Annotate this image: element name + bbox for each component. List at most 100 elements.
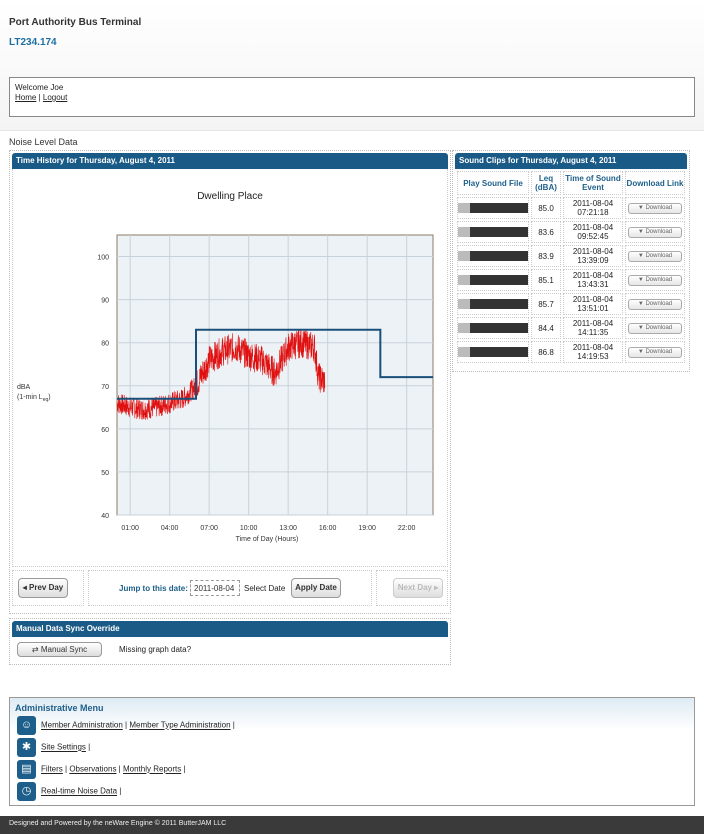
apply-date-button[interactable]: Apply Date: [291, 578, 341, 598]
download-button[interactable]: ▼ Download: [628, 203, 682, 214]
link-separator: |: [230, 720, 235, 730]
event-clock: 13:39:09: [577, 256, 609, 265]
y-tick-label: 70: [101, 384, 109, 391]
logout-link[interactable]: Logout: [42, 93, 68, 102]
event-time: 2011-08-04 13:51:01: [563, 293, 623, 315]
audio-player[interactable]: [458, 203, 528, 213]
event-date: 2011-08-04: [572, 247, 614, 256]
link-separator: |: [117, 786, 122, 796]
event-time: 2011-08-04 14:19:53: [563, 341, 623, 363]
time-history-panel: Time History for Thursday, August 4, 201…: [9, 150, 451, 614]
x-tick-label: 07:00: [200, 525, 218, 532]
prev-day-button[interactable]: ◂ Prev Day: [18, 578, 68, 598]
admin-link[interactable]: Site Settings: [41, 742, 86, 752]
link-separator: |: [36, 93, 43, 102]
admin-link[interactable]: Real-time Noise Data: [41, 786, 118, 796]
audio-player[interactable]: [458, 275, 528, 285]
download-cell: ▼ Download: [625, 221, 685, 243]
manual-sync-label: Manual Sync: [40, 645, 88, 654]
chart-area: Dwelling Place 40 50 60 70 80 90 100 01:00 04:00 0…: [12, 169, 448, 567]
audio-player[interactable]: [458, 251, 528, 261]
clip-row: 85.1 2011-08-04 13:43:31 ▼ Download: [457, 269, 685, 291]
download-button[interactable]: ▼ Download: [628, 299, 682, 310]
download-cell: ▼ Download: [625, 269, 685, 291]
event-clock: 14:11:35: [577, 328, 609, 337]
player-cell: [457, 197, 529, 219]
event-time: 2011-08-04 14:11:35: [563, 317, 623, 339]
admin-link[interactable]: Monthly Reports: [122, 764, 182, 774]
sync-icon: ⇄: [31, 645, 41, 654]
header-time: Time of Sound Event: [563, 171, 623, 195]
audio-player[interactable]: [458, 347, 528, 357]
clip-row: 85.0 2011-08-04 07:21:18 ▼ Download: [457, 197, 685, 219]
header-leq-text: Leq (dBA): [535, 174, 557, 192]
sync-note: Missing graph data?: [119, 645, 192, 654]
admin-link[interactable]: Member Type Administration: [129, 720, 231, 730]
audio-player[interactable]: [458, 299, 528, 309]
download-button[interactable]: ▼ Download: [628, 347, 682, 358]
download-label: Download: [645, 349, 673, 355]
clip-row: 85.7 2011-08-04 13:51:01 ▼ Download: [457, 293, 685, 315]
link-separator: |: [122, 720, 130, 730]
event-time: 2011-08-04 13:39:09: [563, 245, 623, 267]
event-date: 2011-08-04: [572, 319, 614, 328]
download-button[interactable]: ▼ Download: [628, 323, 682, 334]
realtime-icon: ◷: [17, 782, 36, 801]
leq-value: 85.1: [531, 269, 561, 291]
jump-cell: Jump to this date: Select Date Apply Dat…: [88, 570, 372, 606]
download-label: Download: [645, 205, 673, 211]
clip-row: 84.4 2011-08-04 14:11:35 ▼ Download: [457, 317, 685, 339]
audio-player[interactable]: [458, 323, 528, 333]
admin-link[interactable]: Member Administration: [41, 720, 123, 730]
leq-value: 85.7: [531, 293, 561, 315]
event-date: 2011-08-04: [572, 343, 614, 352]
event-clock: 13:51:01: [577, 304, 609, 313]
event-time: 2011-08-04 13:43:31: [563, 269, 623, 291]
link-separator: |: [116, 764, 123, 774]
sync-bar: Manual Data Sync Override: [12, 621, 448, 637]
header-time-text: Time of Sound Event: [565, 174, 621, 192]
admin-link[interactable]: Observations: [69, 764, 117, 774]
admin-link[interactable]: Filters: [41, 764, 63, 774]
x-tick-label: 22:00: [398, 525, 416, 532]
leq-value: 86.8: [531, 341, 561, 363]
event-date: 2011-08-04: [572, 295, 614, 304]
event-date: 2011-08-04: [572, 223, 614, 232]
settings-icon: ✱: [17, 738, 36, 757]
player-cell: [457, 221, 529, 243]
clip-row: 86.8 2011-08-04 14:19:53 ▼ Download: [457, 341, 685, 363]
download-button[interactable]: ▼ Download: [628, 227, 682, 238]
player-cell: [457, 341, 529, 363]
y-tick-label: 50: [101, 470, 109, 477]
next-day-button[interactable]: Next Day ▸: [393, 578, 443, 598]
admin-row: ◷ Real-time Noise Data |: [17, 782, 121, 801]
sound-clips-table: Play Sound File Leq (dBA) Time of Sound Ev…: [455, 169, 687, 365]
welcome-text: Welcome Joe: [15, 83, 64, 92]
jump-label: Jump to this date:: [119, 584, 188, 593]
download-label: Download: [645, 229, 673, 235]
home-link[interactable]: Home: [15, 93, 37, 102]
admin-row: ✱ Site Settings |: [17, 738, 90, 757]
audio-player[interactable]: [458, 227, 528, 237]
y-tick-label: 60: [101, 427, 109, 434]
admin-title: Administrative Menu: [15, 703, 104, 713]
admin-menu: Administrative Menu ☺ Member Administrati…: [9, 697, 695, 806]
select-date-link[interactable]: Select Date: [244, 584, 286, 593]
download-button[interactable]: ▼ Download: [628, 251, 682, 262]
clip-row: 83.9 2011-08-04 13:39:09 ▼ Download: [457, 245, 685, 267]
link-separator: |: [181, 764, 186, 774]
event-time: 2011-08-04 07:21:18: [563, 197, 623, 219]
download-button[interactable]: ▼ Download: [628, 275, 682, 286]
y-axis-sublabel: (1-min Leq): [17, 394, 51, 403]
download-label: Download: [645, 277, 673, 283]
date-input[interactable]: [190, 580, 240, 596]
leq-value: 85.0: [531, 197, 561, 219]
download-cell: ▼ Download: [625, 317, 685, 339]
chart-title: Dwelling Place: [197, 191, 263, 202]
leq-value: 84.4: [531, 317, 561, 339]
manual-sync-button[interactable]: ⇄ Manual Sync: [17, 642, 102, 657]
site-title: Port Authority Bus Terminal: [9, 17, 142, 28]
x-tick-label: 13:00: [279, 525, 297, 532]
player-cell: [457, 269, 529, 291]
next-day-cell: Next Day ▸: [376, 570, 448, 606]
